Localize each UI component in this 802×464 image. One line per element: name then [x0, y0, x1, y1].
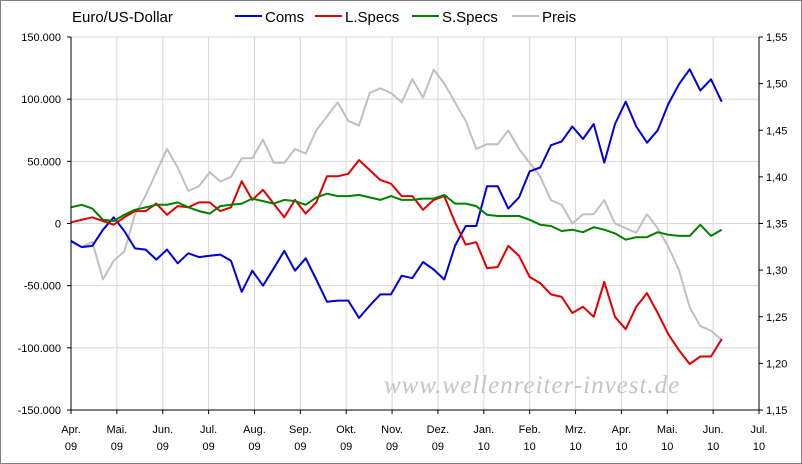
legend-label-s-specs: S.Specs — [442, 9, 498, 26]
grid — [70, 36, 760, 411]
x-tick-month: Sep. — [289, 424, 312, 436]
x-tick-year: 10 — [524, 441, 536, 453]
x-tick-month: Apr. — [61, 424, 81, 436]
series-line-l-specs — [70, 159, 723, 365]
x-tick-month: Aug. — [243, 424, 266, 436]
x-tick-month: Mai. — [657, 424, 678, 436]
y-left-tick-label: 150.000 — [21, 32, 61, 44]
x-tick-year: 10 — [615, 441, 627, 453]
x-tick-month: Okt. — [336, 424, 356, 436]
legend: Coms L.Specs S.Specs Preis — [235, 9, 576, 26]
y-left-tick-label: -150.000 — [18, 405, 61, 417]
x-tick-year: 10 — [707, 441, 719, 453]
x-tick-month: Feb. — [519, 424, 541, 436]
axes — [67, 36, 763, 414]
y-right-tick-label: 1,15 — [766, 405, 787, 417]
series-line-coms — [70, 68, 723, 319]
tick-labels: 150.000 100.000 50.000 0 -50.000 -100.000 -150… — [18, 32, 788, 453]
x-tick-month: Apr. — [612, 424, 632, 436]
x-tick-year: 09 — [386, 441, 398, 453]
y-right-tick-label: 1,55 — [766, 32, 787, 44]
y-left-tick-label: 50.000 — [27, 156, 61, 168]
x-tick-month: Jan. — [473, 424, 494, 436]
x-tick-month: Mai. — [106, 424, 127, 436]
chart-title: Euro/US-Dollar — [72, 9, 173, 26]
x-tick-year: 09 — [111, 441, 123, 453]
x-tick-year: 09 — [157, 441, 169, 453]
y-left-tick-label: 100.000 — [21, 94, 61, 106]
x-tick-month: Dez. — [427, 424, 450, 436]
x-tick-year: 10 — [661, 441, 673, 453]
x-tick-year: 09 — [294, 441, 306, 453]
x-tick-month: Jun. — [703, 424, 724, 436]
y-left-tick-label: 0 — [55, 219, 61, 231]
y-right-tick-label: 1,40 — [766, 172, 787, 184]
x-tick-year: 10 — [569, 441, 581, 453]
x-tick-year: 09 — [248, 441, 260, 453]
y-left-tick-label: -100.000 — [18, 343, 61, 355]
y-left-tick-label: -50.000 — [24, 281, 61, 293]
legend-label-l-specs: L.Specs — [345, 9, 399, 26]
legend-label-coms: Coms — [265, 9, 304, 26]
x-tick-month: Jun. — [152, 424, 173, 436]
y-right-tick-label: 1,45 — [766, 125, 787, 137]
y-right-tick-label: 1,25 — [766, 312, 787, 324]
x-tick-month: Mrz. — [565, 424, 586, 436]
x-tick-month: Nov. — [381, 424, 403, 436]
y-right-tick-label: 1,50 — [766, 79, 787, 91]
y-right-tick-label: 1,35 — [766, 219, 787, 231]
x-tick-year: 09 — [432, 441, 444, 453]
x-tick-year: 10 — [753, 441, 765, 453]
series-line-preis — [70, 68, 723, 341]
legend-label-preis: Preis — [542, 9, 576, 26]
x-tick-year: 09 — [340, 441, 352, 453]
x-tick-year: 09 — [65, 441, 77, 453]
x-tick-month: Jul. — [750, 424, 767, 436]
y-right-tick-label: 1,20 — [766, 358, 787, 370]
x-tick-year: 09 — [202, 441, 214, 453]
series-lines — [70, 68, 723, 365]
y-right-tick-label: 1,30 — [766, 265, 787, 277]
x-tick-month: Jul. — [200, 424, 217, 436]
series-line-s-specs — [70, 192, 723, 241]
watermark-text: www.wellenreiter-invest.de — [384, 372, 680, 399]
x-tick-year: 10 — [478, 441, 490, 453]
